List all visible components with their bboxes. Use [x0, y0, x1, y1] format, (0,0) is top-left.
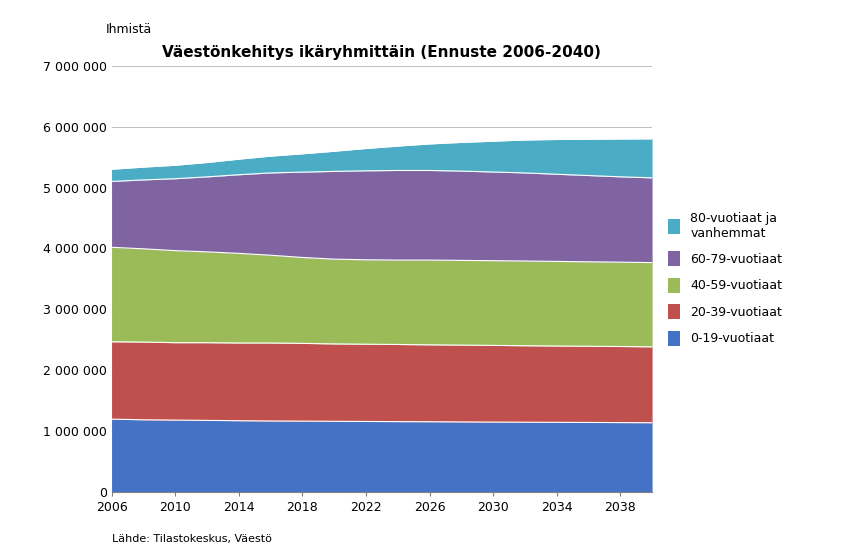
Text: Ihmistä: Ihmistä — [106, 23, 153, 36]
Text: Lähde: Tilastokeskus, Väestö: Lähde: Tilastokeskus, Väestö — [112, 534, 271, 544]
Title: Väestönkehitys ikäryhmittäin (Ennuste 2006-2040): Väestönkehitys ikäryhmittäin (Ennuste 20… — [162, 45, 601, 60]
Legend: 80-vuotiaat ja
vanhemmat, 60-79-vuotiaat, 40-59-vuotiaat, 20-39-vuotiaat, 0-19-v: 80-vuotiaat ja vanhemmat, 60-79-vuotiaat… — [663, 207, 788, 351]
